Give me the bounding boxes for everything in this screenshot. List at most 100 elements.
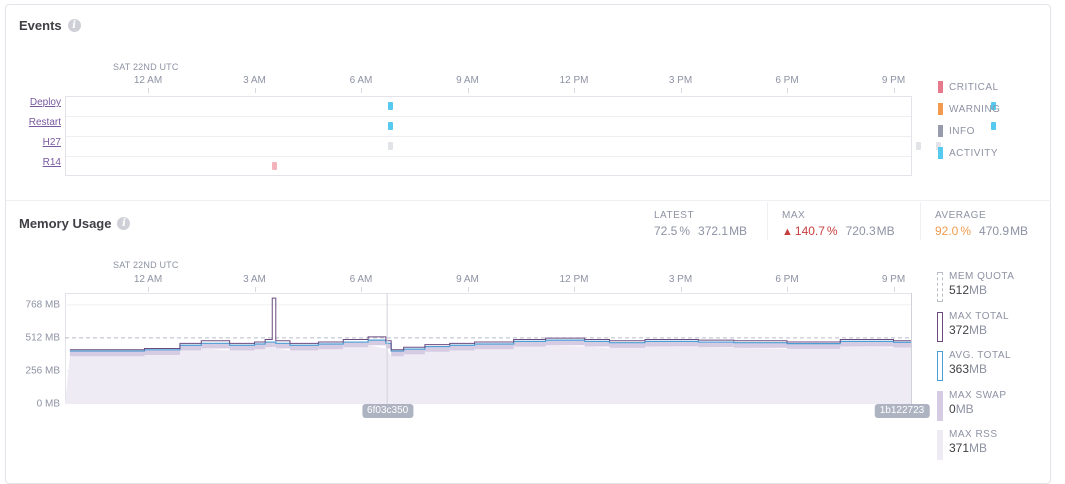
swap-band: [272, 342, 276, 348]
time-tick-label: 6 PM: [775, 75, 799, 86]
legend-label: CRITICAL: [949, 81, 999, 93]
legend-swatch: [937, 272, 943, 302]
stat-average-percent: 92.0%: [935, 224, 972, 238]
commit-badge[interactable]: 6f03c350: [362, 404, 414, 418]
stat-max-label: MAX: [782, 210, 806, 221]
legend-label: WARNING: [949, 103, 1001, 115]
swap-band: [201, 343, 230, 349]
time-tick-label: 3 PM: [668, 274, 693, 285]
events-row: [66, 137, 941, 157]
section-divider: [6, 200, 1051, 201]
legend-value: 512MB: [949, 283, 988, 297]
event-type-link-r14[interactable]: R14: [42, 157, 61, 168]
swap-band: [893, 342, 912, 348]
avg-total-line: [69, 339, 912, 357]
event-marker[interactable]: [388, 122, 394, 130]
stat-latest-label: LATEST: [654, 210, 695, 221]
legend-swatch: [937, 390, 943, 421]
warning-icon: ▲: [782, 226, 793, 238]
time-tick: [787, 88, 788, 93]
y-tick-label: 512 MB: [25, 332, 60, 344]
stat-average: AVERAGE 92.0% 470.9MB: [935, 210, 1028, 238]
swap-band: [368, 340, 386, 346]
swap-band: [343, 342, 369, 348]
memory-legend-item-max-swap: MAX SWAP 0MB: [937, 389, 1014, 429]
time-tick: [680, 88, 682, 93]
info-icon[interactable]: i: [117, 217, 131, 230]
events-row: [66, 157, 911, 177]
swap-band: [229, 345, 255, 351]
event-marker[interactable]: [916, 142, 922, 150]
stat-latest-mb: 372.1MB: [698, 224, 748, 238]
swap-band: [265, 342, 273, 348]
legend-swatch: [938, 81, 943, 93]
legend-label: MAX RSS: [949, 429, 998, 440]
info-icon[interactable]: i: [67, 19, 81, 32]
legend-label: MEM QUOTA: [949, 271, 1015, 282]
event-marker[interactable]: [990, 122, 996, 130]
legend-swatch: [938, 147, 943, 159]
time-tick: [467, 88, 469, 93]
swap-band: [144, 349, 180, 355]
time-tick-label: 12 AM: [133, 75, 163, 86]
swap-band: [787, 343, 841, 349]
event-type-link-deploy[interactable]: Deploy: [29, 97, 61, 108]
stat-max-mb: 720.3MB: [845, 224, 895, 238]
swap-band: [391, 351, 404, 357]
time-tick-label: 3 AM: [243, 274, 266, 285]
memory-title-text: Memory Usage: [19, 216, 112, 231]
swap-band: [385, 343, 392, 349]
time-tick: [254, 287, 256, 292]
memory-chart[interactable]: [65, 293, 912, 404]
legend-label: AVG. TOTAL: [949, 350, 1012, 361]
time-tick: [148, 88, 149, 93]
swap-band: [840, 341, 894, 347]
swap-band: [424, 346, 450, 352]
time-tick: [893, 88, 895, 93]
y-tick-label: 256 MB: [25, 365, 60, 377]
memory-legend: MEM QUOTA 512MB MAX TOTAL 372MB AVG. TOTAL 36…: [937, 270, 1014, 468]
commit-badge[interactable]: 1b122723: [874, 404, 930, 418]
time-tick: [361, 287, 362, 292]
legend-value: 0MB: [949, 401, 974, 416]
legend-item-warning: WARNING: [938, 98, 1000, 120]
time-tick-label: 12 AM: [133, 274, 163, 285]
time-tick: [467, 287, 469, 292]
swap-band: [698, 342, 734, 348]
swap-band: [584, 341, 610, 347]
time-tick: [893, 287, 895, 292]
event-marker[interactable]: [272, 162, 278, 170]
swap-band: [449, 345, 475, 351]
event-marker[interactable]: [388, 102, 394, 110]
time-tick-label: 9 PM: [881, 274, 906, 285]
time-tick-label: 6 AM: [349, 75, 373, 86]
swap-band: [474, 343, 514, 350]
time-tick-label: 6 PM: [775, 274, 799, 285]
event-type-link-h27[interactable]: H27: [42, 137, 61, 148]
legend-swatch: [937, 351, 943, 381]
stat-latest-percent: 72.5%: [654, 224, 691, 238]
legend-swatch: [937, 311, 943, 342]
swap-band: [733, 342, 787, 348]
memory-legend-item-avg-total: AVG. TOTAL 363MB: [937, 349, 1014, 389]
events-title: Events i: [19, 18, 81, 33]
swap-band: [513, 341, 546, 347]
swap-band: [645, 341, 699, 347]
swap-band: [290, 345, 319, 351]
time-tick-label: 9 PM: [881, 75, 906, 86]
events-title-text: Events: [19, 18, 62, 33]
swap-band: [403, 349, 425, 355]
swap-band: [179, 345, 202, 351]
memory-legend-item-max-total: MAX TOTAL 372MB: [937, 310, 1014, 350]
swap-band: [275, 343, 290, 349]
event-type-link-restart[interactable]: Restart: [28, 117, 61, 128]
legend-swatch: [938, 103, 943, 115]
event-marker[interactable]: [388, 142, 394, 150]
memory-legend-item-quota: MEM QUOTA 512MB: [937, 270, 1014, 310]
event-marker[interactable]: [935, 142, 941, 150]
event-marker[interactable]: [990, 102, 996, 110]
time-tick-label: 12 PM: [559, 75, 589, 86]
events-legend: CRITICAL WARNING INFO ACTIVITY: [938, 76, 1000, 164]
legend-swatch: [937, 430, 943, 460]
time-tick: [787, 287, 788, 292]
